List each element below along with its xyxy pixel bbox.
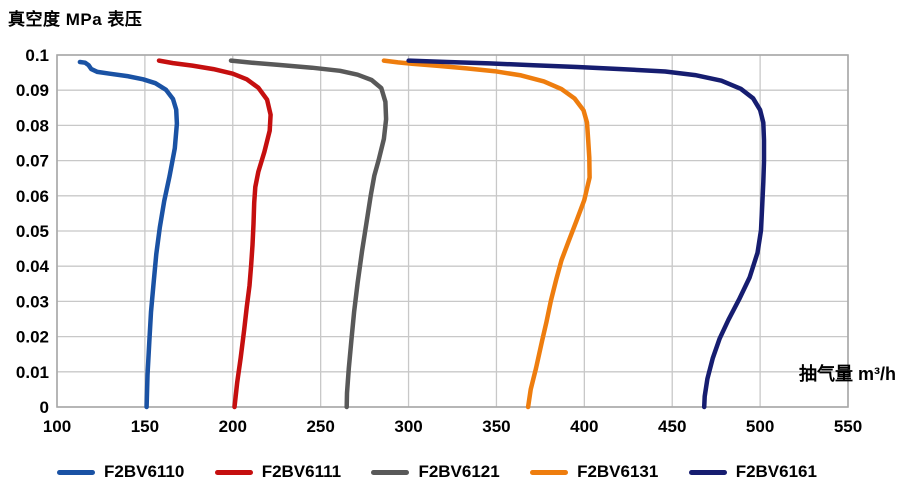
legend-line-swatch-icon [371, 469, 410, 475]
x-axis-title: 抽气量 m³/h [799, 363, 896, 384]
y-tick-label: 0.04 [16, 257, 50, 276]
legend-item-label: F2BV6110 [104, 462, 185, 481]
x-tick-label: 150 [131, 417, 159, 436]
y-tick-label: 0.02 [16, 328, 49, 347]
chart-legend: F2BV6110 F2BV6111 F2BV6121 F2BV6131 F2BV… [57, 462, 817, 482]
legend-line-swatch-icon [688, 469, 727, 475]
plot-border-layer [56, 54, 849, 408]
series-curve-F2BV6110 [77, 59, 180, 410]
legend-line-swatch-icon [530, 469, 569, 475]
y-tick-label: 0.06 [16, 187, 49, 206]
legend-item: F2BV6121 [371, 462, 500, 482]
legend-item: F2BV6131 [530, 462, 658, 482]
legend-item: F2BV6110 [57, 462, 184, 482]
y-tick-label: 0 [40, 398, 49, 417]
x-tick-label: 200 [219, 417, 247, 436]
y-tick-label: 0.09 [16, 81, 49, 100]
x-tick-label: 550 [834, 417, 862, 436]
x-tick-label: 400 [570, 417, 598, 436]
x-tick-label: 350 [482, 417, 510, 436]
series-layer [77, 58, 767, 410]
y-axis-title: 真空度 MPa 表压 [8, 10, 143, 29]
y-tick-label: 0.03 [16, 292, 49, 311]
series-curve-F2BV6131 [381, 58, 592, 410]
x-tick-label: 100 [43, 417, 71, 436]
legend-item-label: F2BV6161 [735, 462, 817, 481]
y-tick-label: 0.07 [16, 152, 49, 171]
legend-item-label: F2BV6111 [261, 462, 342, 481]
y-tick-label: 0.05 [16, 222, 49, 241]
x-tick-label: 300 [394, 417, 422, 436]
legend-item-label: F2BV6131 [577, 462, 659, 481]
legend-line-swatch-icon [57, 469, 95, 475]
y-tick-label: 0.1 [25, 46, 49, 65]
series-curve-F2BV6121 [228, 58, 389, 410]
tick-labels-layer: 0 0.01 0.02 0.03 0.04 0.05 0.06 0.07 0.08 0.09 0.1… [16, 46, 862, 436]
legend-item-label: F2BV6121 [418, 462, 500, 481]
y-tick-label: 0.08 [16, 116, 49, 135]
series-curve-F2BV6161 [406, 58, 767, 410]
series-curve-F2BV6111 [156, 58, 273, 410]
x-tick-label: 500 [746, 417, 774, 436]
y-tick-label: 0.01 [16, 363, 49, 382]
plot-border [56, 54, 849, 408]
legend-item: F2BV6111 [214, 462, 342, 482]
x-tick-label: 250 [306, 417, 334, 436]
legend-item: F2BV6161 [688, 462, 817, 482]
x-tick-label: 450 [658, 417, 686, 436]
legend-line-swatch-icon [214, 469, 253, 475]
